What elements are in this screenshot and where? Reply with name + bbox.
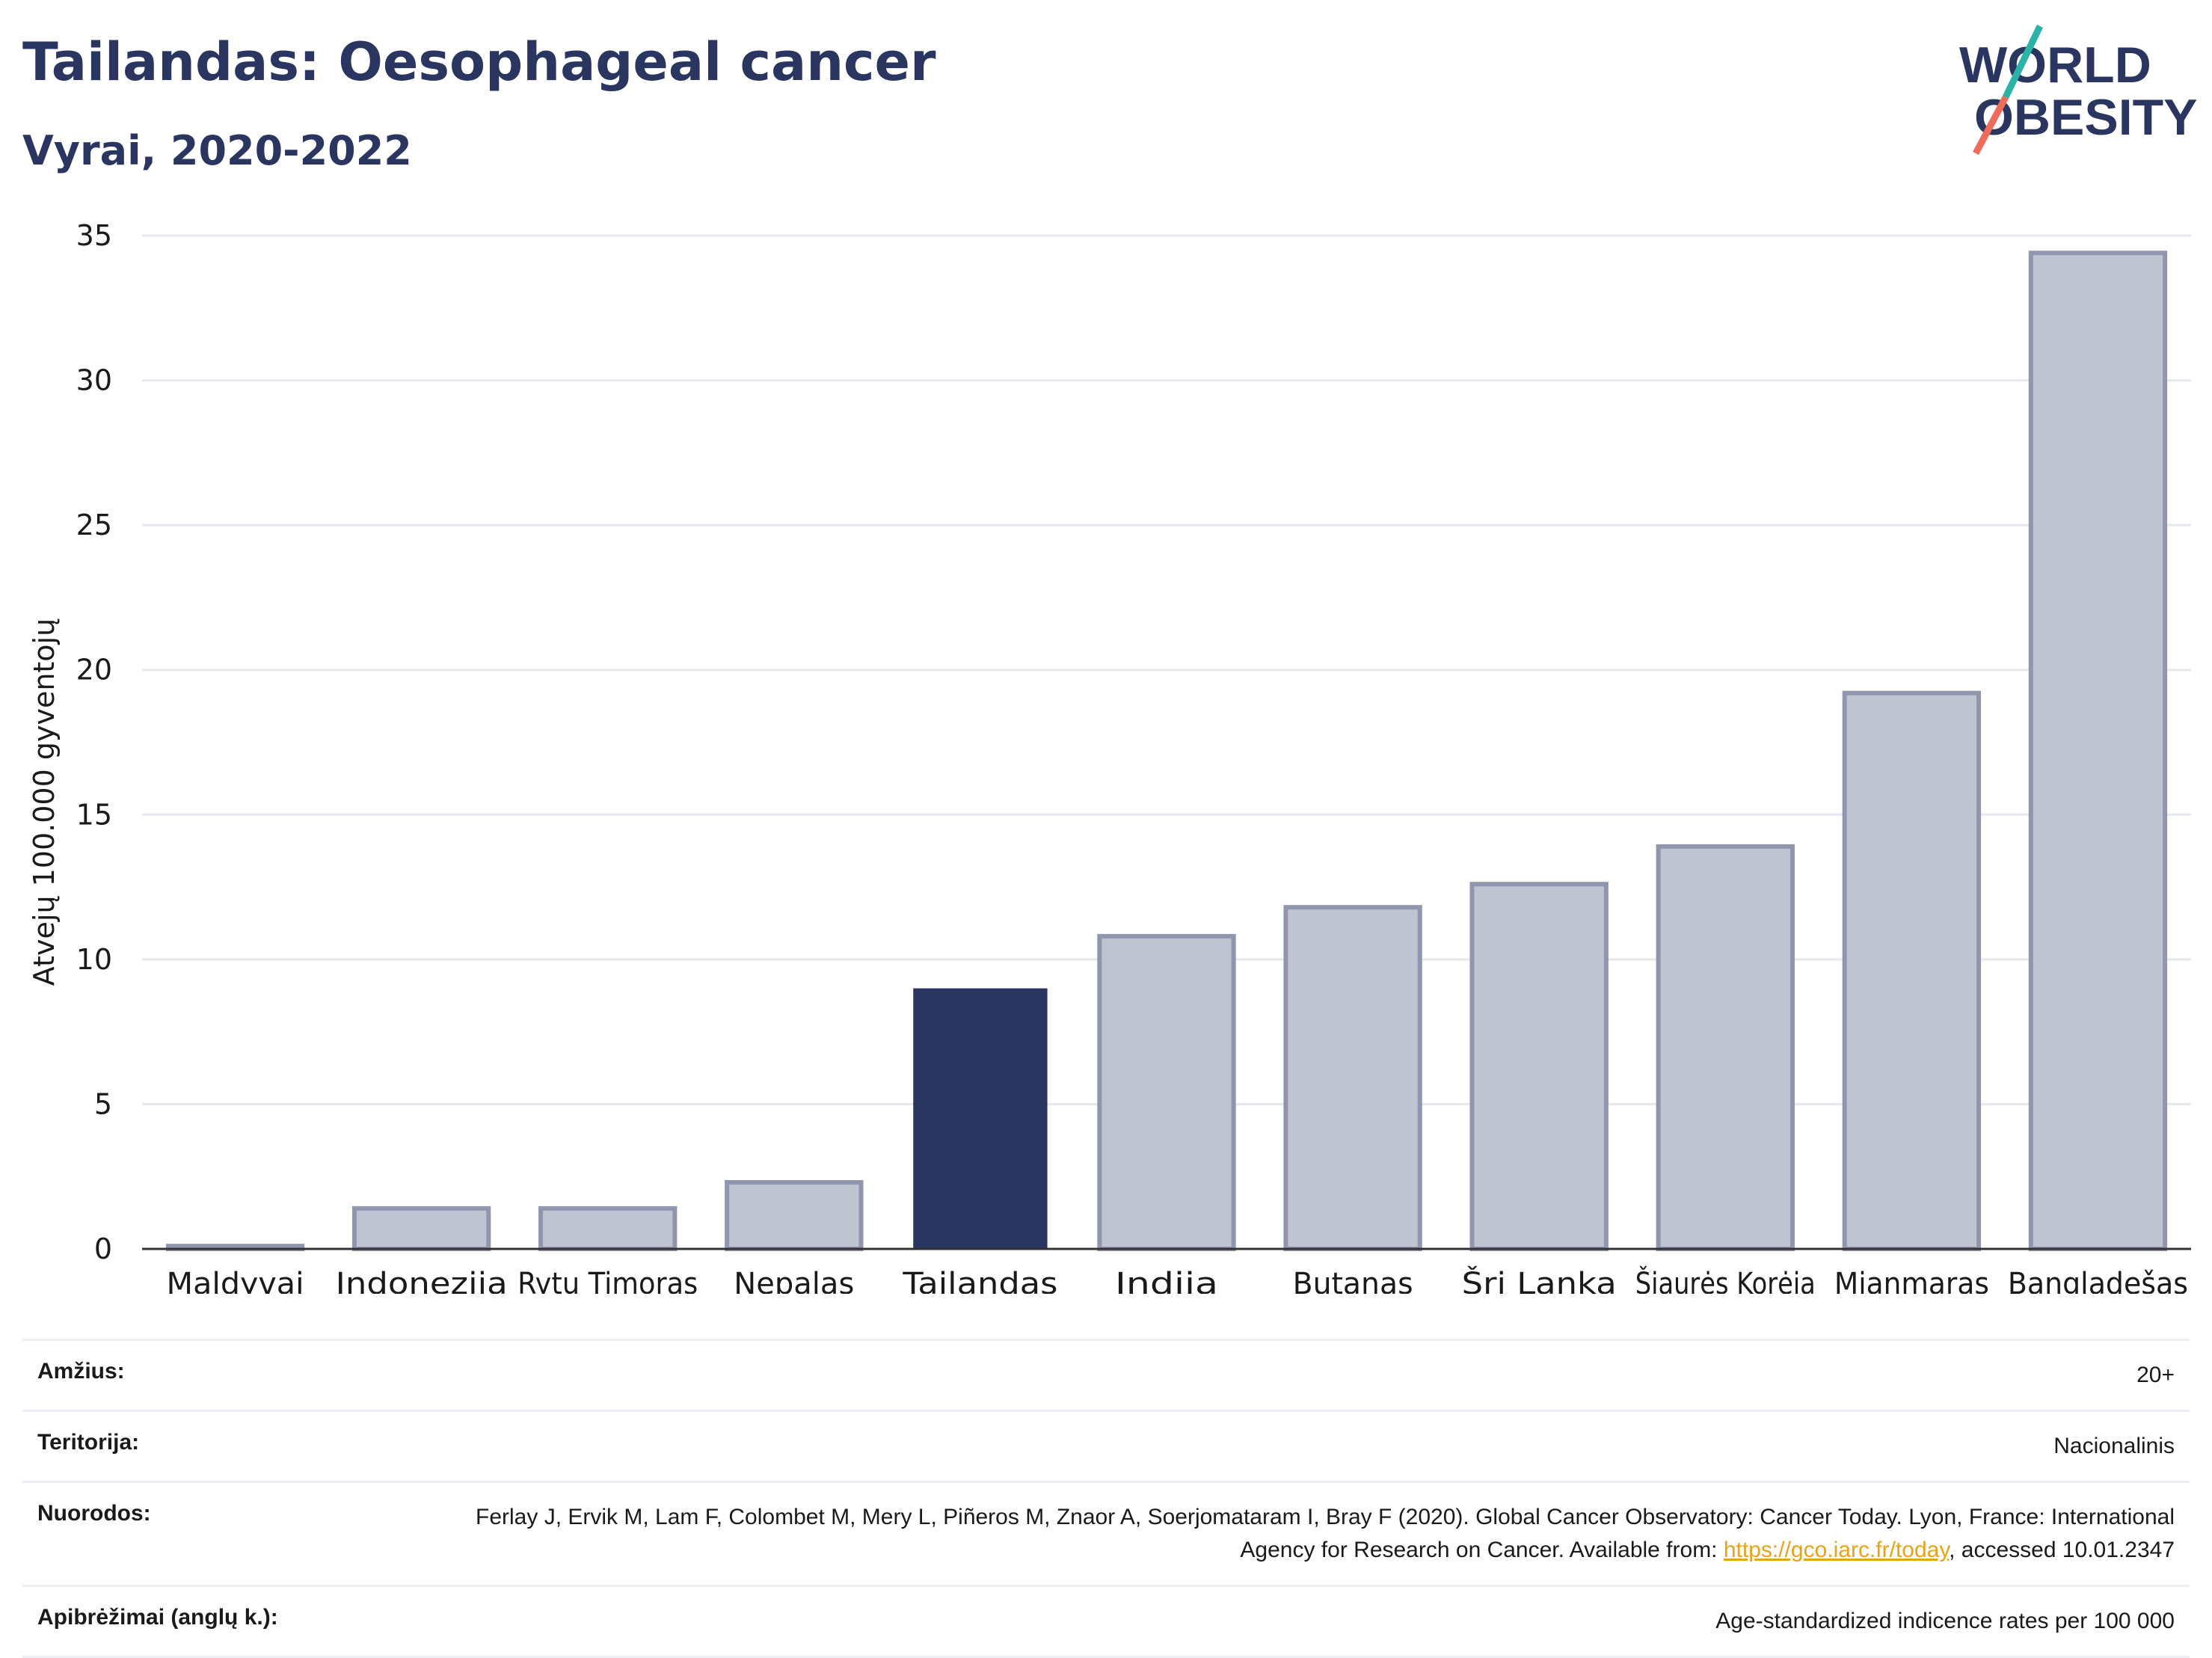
y-tick-label: 5 <box>94 1087 112 1120</box>
references-value: Ferlay J, Ervik M, Lam F, Colombet M, Me… <box>455 1501 2175 1567</box>
bar-3 <box>725 1179 864 1252</box>
x-tick-label: Mianmaras <box>1834 1267 1989 1294</box>
bars <box>165 251 2168 1252</box>
bar-4 <box>913 988 1048 1249</box>
references-link[interactable]: https://gco.iarc.fr/today <box>1723 1538 1950 1562</box>
info-row-territory: Teritorija: Nacionalinis <box>22 1410 2190 1481</box>
bar-8 <box>1656 844 1795 1251</box>
bar-chart: 0 5 10 15 20 25 30 35 Maldyvai Indonezija Rytų Ti… <box>28 219 2191 1294</box>
territory-label: Teritorija: <box>37 1430 140 1455</box>
x-tick-label: Rytų Timoras <box>517 1267 698 1294</box>
y-tick-label: 15 <box>76 798 112 831</box>
y-tick-label: 25 <box>76 509 112 541</box>
age-value: 20+ <box>2136 1363 2175 1387</box>
x-tick-label: Maldyvai <box>167 1267 304 1294</box>
info-row-definitions: Apibrėžimai (anglų k.): Age-standardized… <box>22 1585 2190 1658</box>
info-table: Amžius: 20+ Teritorija: Nacionalinis Nuo… <box>22 1339 2190 1658</box>
bar-6 <box>1283 905 1422 1252</box>
territory-value: Nacionalinis <box>2053 1434 2175 1458</box>
age-label: Amžius: <box>37 1359 125 1384</box>
x-tick-label: Indija <box>1115 1267 1218 1294</box>
x-tick-label: Šri Lanka <box>1462 1265 1617 1294</box>
x-tick-label: Šiaurės Korėja <box>1635 1265 1816 1294</box>
references-text: Ferlay J, Ervik M, Lam F, Colombet M, Me… <box>476 1505 2175 1562</box>
definitions-value: Age-standardized indicence rates per 100… <box>1715 1609 2175 1633</box>
world-obesity-logo: WORLD OBESITY <box>1959 25 2198 156</box>
references-accessed: , accessed 10.01.2347 <box>1949 1538 2175 1562</box>
x-axis-labels: Maldyvai Indonezija Rytų Timoras Nepalas Tai… <box>167 1265 2188 1294</box>
x-tick-label: Tailandas <box>902 1267 1057 1294</box>
references-label: Nuorodos: <box>37 1501 151 1526</box>
chart-subtitle: Vyrai, 2020-2022 <box>22 127 412 174</box>
y-tick-label: 0 <box>94 1232 112 1265</box>
x-tick-label: Bangladešas <box>2008 1267 2188 1294</box>
bar-2 <box>538 1206 678 1252</box>
x-tick-label: Nepalas <box>734 1267 854 1294</box>
bar-5 <box>1097 933 1236 1252</box>
y-tick-label: 20 <box>76 654 112 687</box>
y-tick-label: 10 <box>76 943 112 976</box>
logo-line1: WORLD <box>1959 37 2151 93</box>
logo-slash-coral <box>1973 95 2009 156</box>
bar-7 <box>1469 882 1609 1251</box>
bar-1 <box>351 1206 491 1252</box>
y-axis-label: Atvejų 100.000 gyventojų <box>28 618 61 986</box>
y-tick-label: 35 <box>76 219 112 252</box>
chart-title: Tailandas: Oesophageal cancer <box>22 31 936 93</box>
logo-line2: OBESITY <box>1974 89 2198 146</box>
y-axis-ticks: 0 5 10 15 20 25 30 35 <box>76 219 112 1265</box>
x-tick-label: Indonezija <box>336 1267 508 1294</box>
info-row-references: Nuorodos: Ferlay J, Ervik M, Lam F, Colo… <box>22 1481 2190 1585</box>
x-tick-label: Butanas <box>1293 1267 1413 1294</box>
bar-10 <box>2028 251 2168 1252</box>
info-row-age: Amžius: 20+ <box>22 1339 2190 1410</box>
definitions-label: Apibrėžimai (anglų k.): <box>37 1605 278 1630</box>
y-tick-label: 30 <box>76 364 112 397</box>
bar-9 <box>1842 690 1982 1251</box>
logo-slash-teal <box>2002 25 2044 99</box>
